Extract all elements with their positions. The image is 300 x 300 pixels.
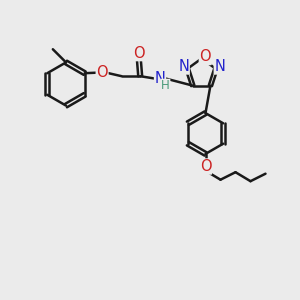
Text: N: N [214,59,225,74]
Text: O: O [96,65,108,80]
Text: O: O [133,46,145,61]
Text: O: O [200,159,211,174]
Text: O: O [200,50,211,64]
Text: N: N [154,71,165,86]
Text: N: N [178,59,189,74]
Text: H: H [161,79,170,92]
